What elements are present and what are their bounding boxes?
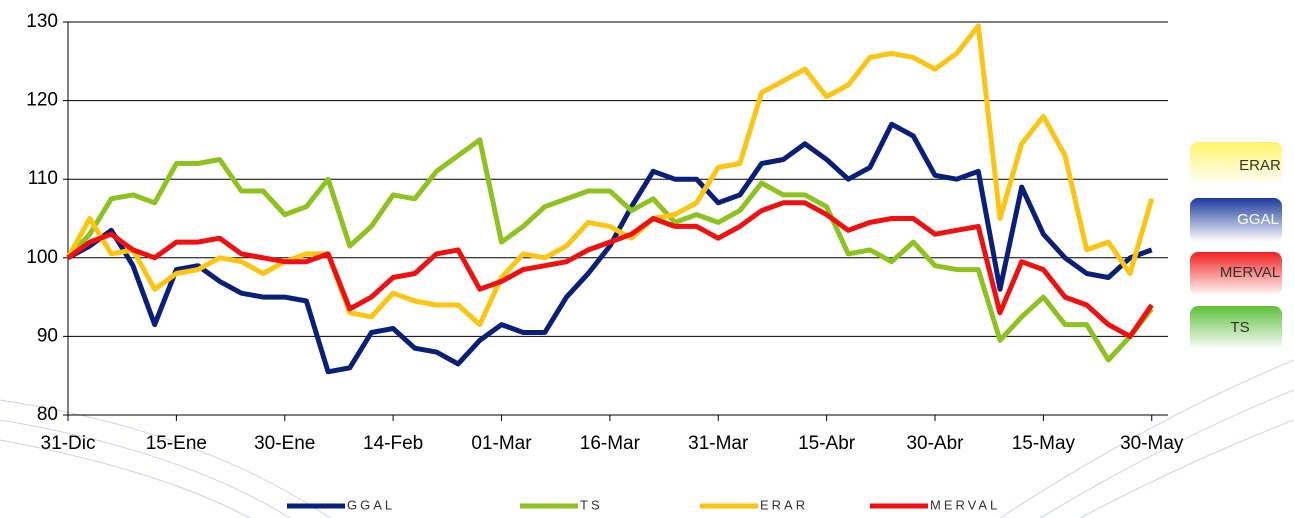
button-label[interactable]: MERVAL	[1220, 264, 1280, 281]
legend-label: GGAL	[347, 497, 395, 512]
button[interactable]	[1190, 142, 1282, 186]
y-tick-label: 90	[37, 325, 58, 346]
button[interactable]	[1190, 198, 1282, 242]
button[interactable]	[1190, 306, 1282, 350]
x-tick-label: 31-Mar	[688, 433, 749, 454]
series-line	[66, 121, 1153, 375]
x-tick-label: 30-Ene	[254, 433, 315, 454]
side-buttons: ERAR GGAL MERVAL TS	[1190, 142, 1282, 350]
legend-label: MERVAL	[930, 497, 1000, 512]
x-tick-label: 30-Abr	[906, 433, 964, 454]
button-label[interactable]: GGAL	[1237, 211, 1279, 228]
button[interactable]	[1190, 252, 1282, 296]
y-tick-label: 80	[37, 404, 58, 425]
plot-area: 80 90 100 110 120 130 31-Dic 15-Ene 30-Ene 14-Feb…	[26, 11, 1184, 454]
legend-label: TS	[580, 497, 603, 512]
x-tick-label: 15-Abr	[798, 433, 856, 454]
y-tick-label: 120	[26, 90, 58, 111]
x-tick-label: 14-Feb	[363, 433, 423, 454]
x-tick-label: 16-Mar	[580, 433, 641, 454]
button-label[interactable]: TS	[1230, 319, 1249, 336]
y-tick-label: 110	[28, 168, 58, 189]
y-tick-label: 100	[26, 247, 58, 268]
series-line	[66, 137, 1154, 363]
legend-label: ERAR	[760, 497, 808, 512]
x-tick-label: 01-Mar	[471, 433, 532, 454]
x-tick-label: 31-Dic	[41, 433, 96, 454]
x-tick-label: 15-May	[1012, 433, 1076, 454]
y-tick-label: 130	[26, 11, 58, 32]
button-label[interactable]: ERAR	[1239, 157, 1281, 174]
series-line	[66, 200, 1154, 339]
series-line	[65, 23, 1155, 328]
background-arcs	[0, 359, 1294, 518]
x-tick-label: 15-Ene	[146, 433, 207, 454]
x-tick-label: 30-May	[1120, 433, 1184, 454]
